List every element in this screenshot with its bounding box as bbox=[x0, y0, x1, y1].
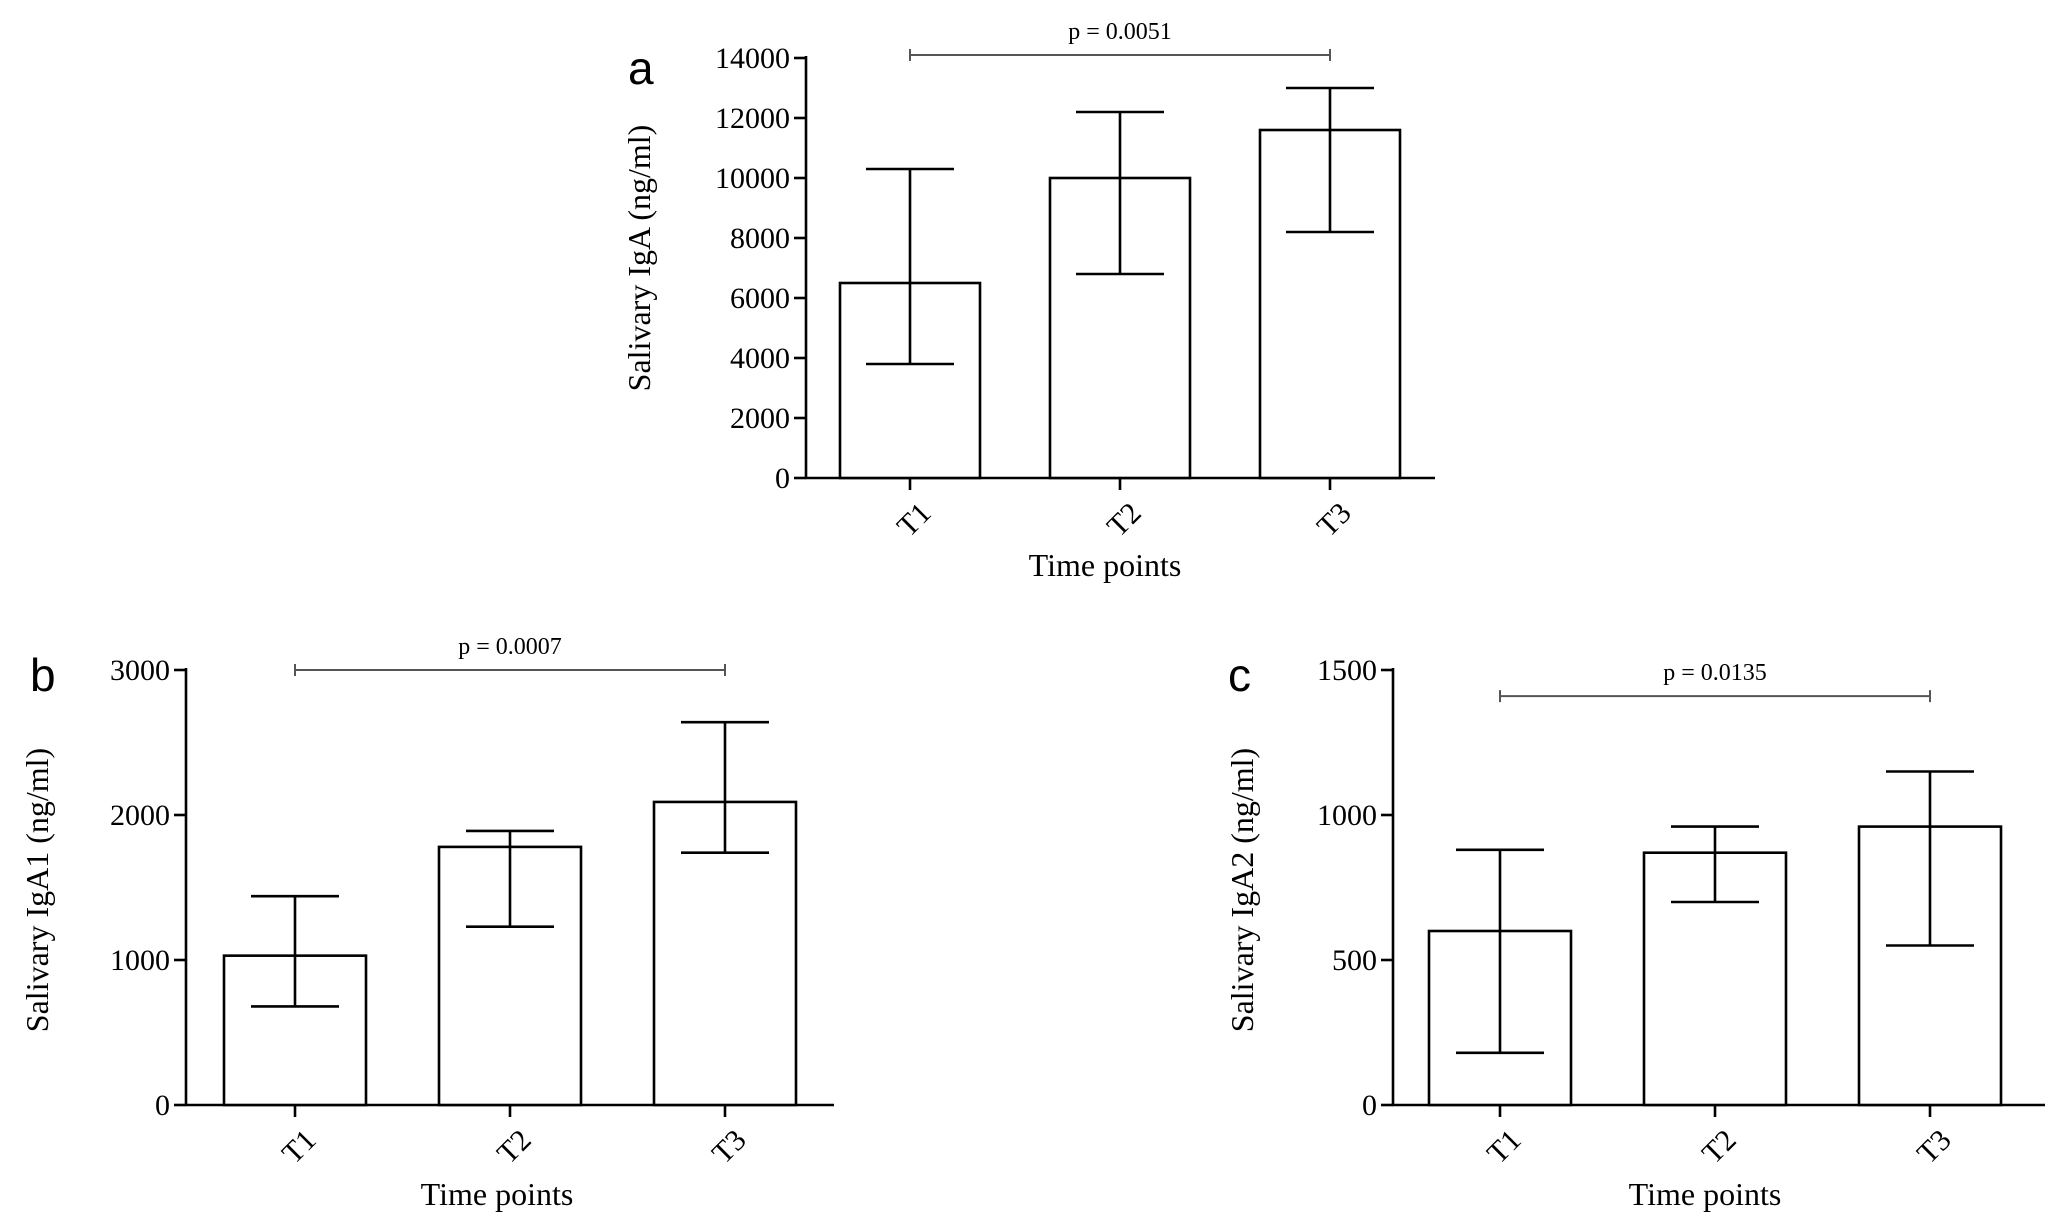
y-tick-label: 4000 bbox=[730, 342, 790, 375]
chart-panel-a: a 0 2000 4000 6000 8000 10000 12000 14000 T1 T2 T3 p… bbox=[621, 19, 1435, 583]
x-tick-label-T3: T3 bbox=[706, 1123, 753, 1170]
significance-label: p = 0.0051 bbox=[1068, 19, 1172, 45]
y-tick-label: 6000 bbox=[730, 282, 790, 315]
y-tick-label: 3000 bbox=[110, 654, 170, 687]
panel-letter: a bbox=[628, 42, 654, 94]
y-tick-label: 0 bbox=[775, 462, 790, 495]
y-tick-label: 8000 bbox=[730, 222, 790, 255]
significance-label: p = 0.0135 bbox=[1663, 660, 1767, 686]
y-tick-label: 1000 bbox=[1317, 799, 1377, 832]
panel-letter: b bbox=[30, 649, 56, 701]
x-axis-label: Time points bbox=[1629, 1176, 1782, 1212]
y-tick-label: 500 bbox=[1332, 944, 1377, 977]
x-axis-label: Time points bbox=[1029, 547, 1182, 583]
y-tick-label: 0 bbox=[155, 1089, 170, 1122]
y-tick-label: 1000 bbox=[110, 944, 170, 977]
y-tick-label: 10000 bbox=[715, 162, 790, 195]
x-tick-label-T1: T1 bbox=[276, 1123, 323, 1170]
chart-panel-b: b 0 1000 2000 3000 T1 T2 T3 p = 0.0007 Salivary I… bbox=[19, 634, 834, 1212]
x-axis-label: Time points bbox=[421, 1176, 574, 1212]
x-tick-label-T2: T2 bbox=[491, 1123, 538, 1170]
x-tick-label-T2: T2 bbox=[1101, 496, 1148, 543]
y-axis-label: Salivary IgA (ng/ml) bbox=[621, 125, 657, 392]
y-tick-label: 12000 bbox=[715, 102, 790, 135]
x-tick-label-T1: T1 bbox=[1481, 1123, 1528, 1170]
y-tick-label: 1500 bbox=[1317, 654, 1377, 687]
panel-letter: c bbox=[1228, 649, 1251, 701]
y-axis-label: Salivary IgA2 (ng/ml) bbox=[1224, 748, 1260, 1032]
y-tick-label: 2000 bbox=[110, 799, 170, 832]
x-tick-label-T3: T3 bbox=[1311, 496, 1358, 543]
significance-label: p = 0.0007 bbox=[458, 634, 562, 660]
y-tick-label: 0 bbox=[1362, 1089, 1377, 1122]
y-tick-label: 14000 bbox=[715, 42, 790, 75]
x-tick-label-T2: T2 bbox=[1696, 1123, 1743, 1170]
x-tick-label-T1: T1 bbox=[891, 496, 938, 543]
y-tick-label: 2000 bbox=[730, 402, 790, 435]
y-axis-label: Salivary IgA1 (ng/ml) bbox=[19, 748, 55, 1032]
x-tick-label-T3: T3 bbox=[1911, 1123, 1958, 1170]
chart-panel-c: c 0 500 1000 1500 T1 T2 T3 p = 0.0135 Salivary Ig… bbox=[1224, 649, 2045, 1212]
